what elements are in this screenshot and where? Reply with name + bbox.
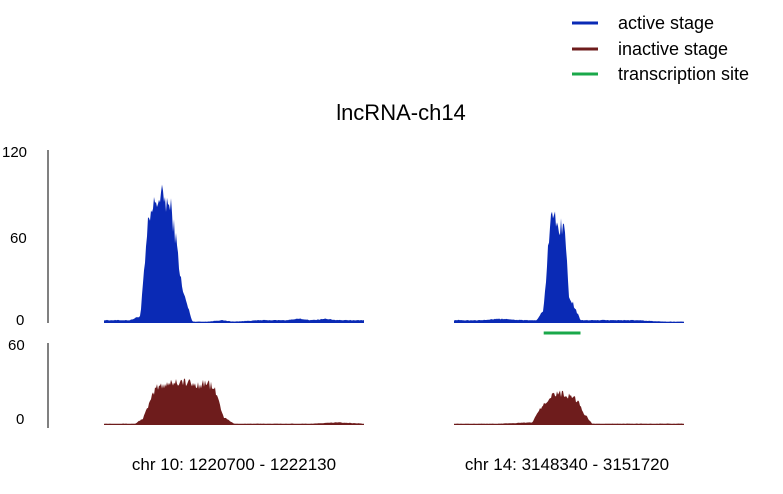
tick-active-0: 0: [16, 312, 24, 329]
area-inactive-region-1: [104, 378, 364, 425]
tick-active-120: 120: [2, 144, 27, 161]
area-active-region-2: [454, 211, 684, 323]
legend-label-transcription: transcription site: [618, 64, 749, 84]
region-label-1: chr 10: 1220700 - 1222130: [132, 455, 336, 474]
legend-label-active: active stage: [618, 13, 714, 33]
legend-label-inactive: inactive stage: [618, 39, 728, 59]
chart-title: lncRNA-ch14: [336, 100, 466, 125]
region-label-2: chr 14: 3148340 - 3151720: [465, 455, 669, 474]
tick-inactive-0: 0: [16, 411, 24, 428]
area-active-region-1: [104, 184, 364, 323]
tick-active-60: 60: [10, 230, 27, 247]
area-inactive-region-2: [454, 390, 684, 425]
tick-inactive-60: 60: [8, 337, 25, 354]
legend: active stage inactive stage transcriptio…: [572, 13, 749, 84]
